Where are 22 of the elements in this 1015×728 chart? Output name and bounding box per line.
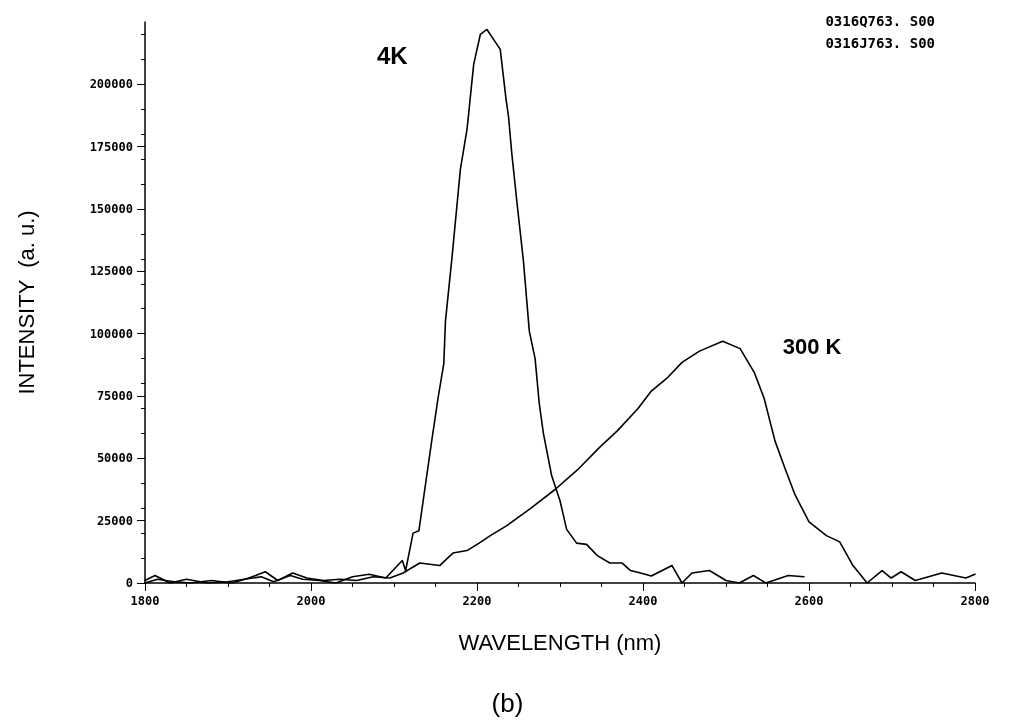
y-tick-label: 125000 [89, 264, 133, 279]
y-tick-label: 100000 [89, 326, 133, 341]
y-tick-label: 0 [125, 576, 133, 590]
y-tick-label: 200000 [89, 77, 133, 92]
text: 4K [376, 41, 409, 69]
annotation: 0316J763. S00 [825, 35, 935, 51]
x-tick-label: 2000 [296, 594, 326, 608]
x-tick-label: 1800 [130, 594, 160, 608]
y-tick-label: 50000 [96, 451, 133, 466]
y-tick-label: 75000 [96, 389, 133, 403]
x-tick-label: 2200 [462, 594, 492, 608]
x-tick-label: 2400 [628, 594, 658, 608]
y-tick-label: 150000 [89, 202, 133, 216]
annotation: 0316Q763. S00 [825, 13, 935, 29]
x-axis-title: WAVELENGTH (nm) [458, 629, 662, 655]
x-tick-label: 2800 [960, 594, 990, 608]
y-tick-label: 25000 [96, 513, 133, 528]
series-label: 300 K [782, 333, 842, 359]
y-tick-label: 175000 [89, 139, 133, 154]
text: (b) [491, 688, 524, 718]
y-axis-title: INTENSITY (a. u.) [13, 210, 39, 395]
x-tick-label: 2600 [794, 594, 824, 608]
